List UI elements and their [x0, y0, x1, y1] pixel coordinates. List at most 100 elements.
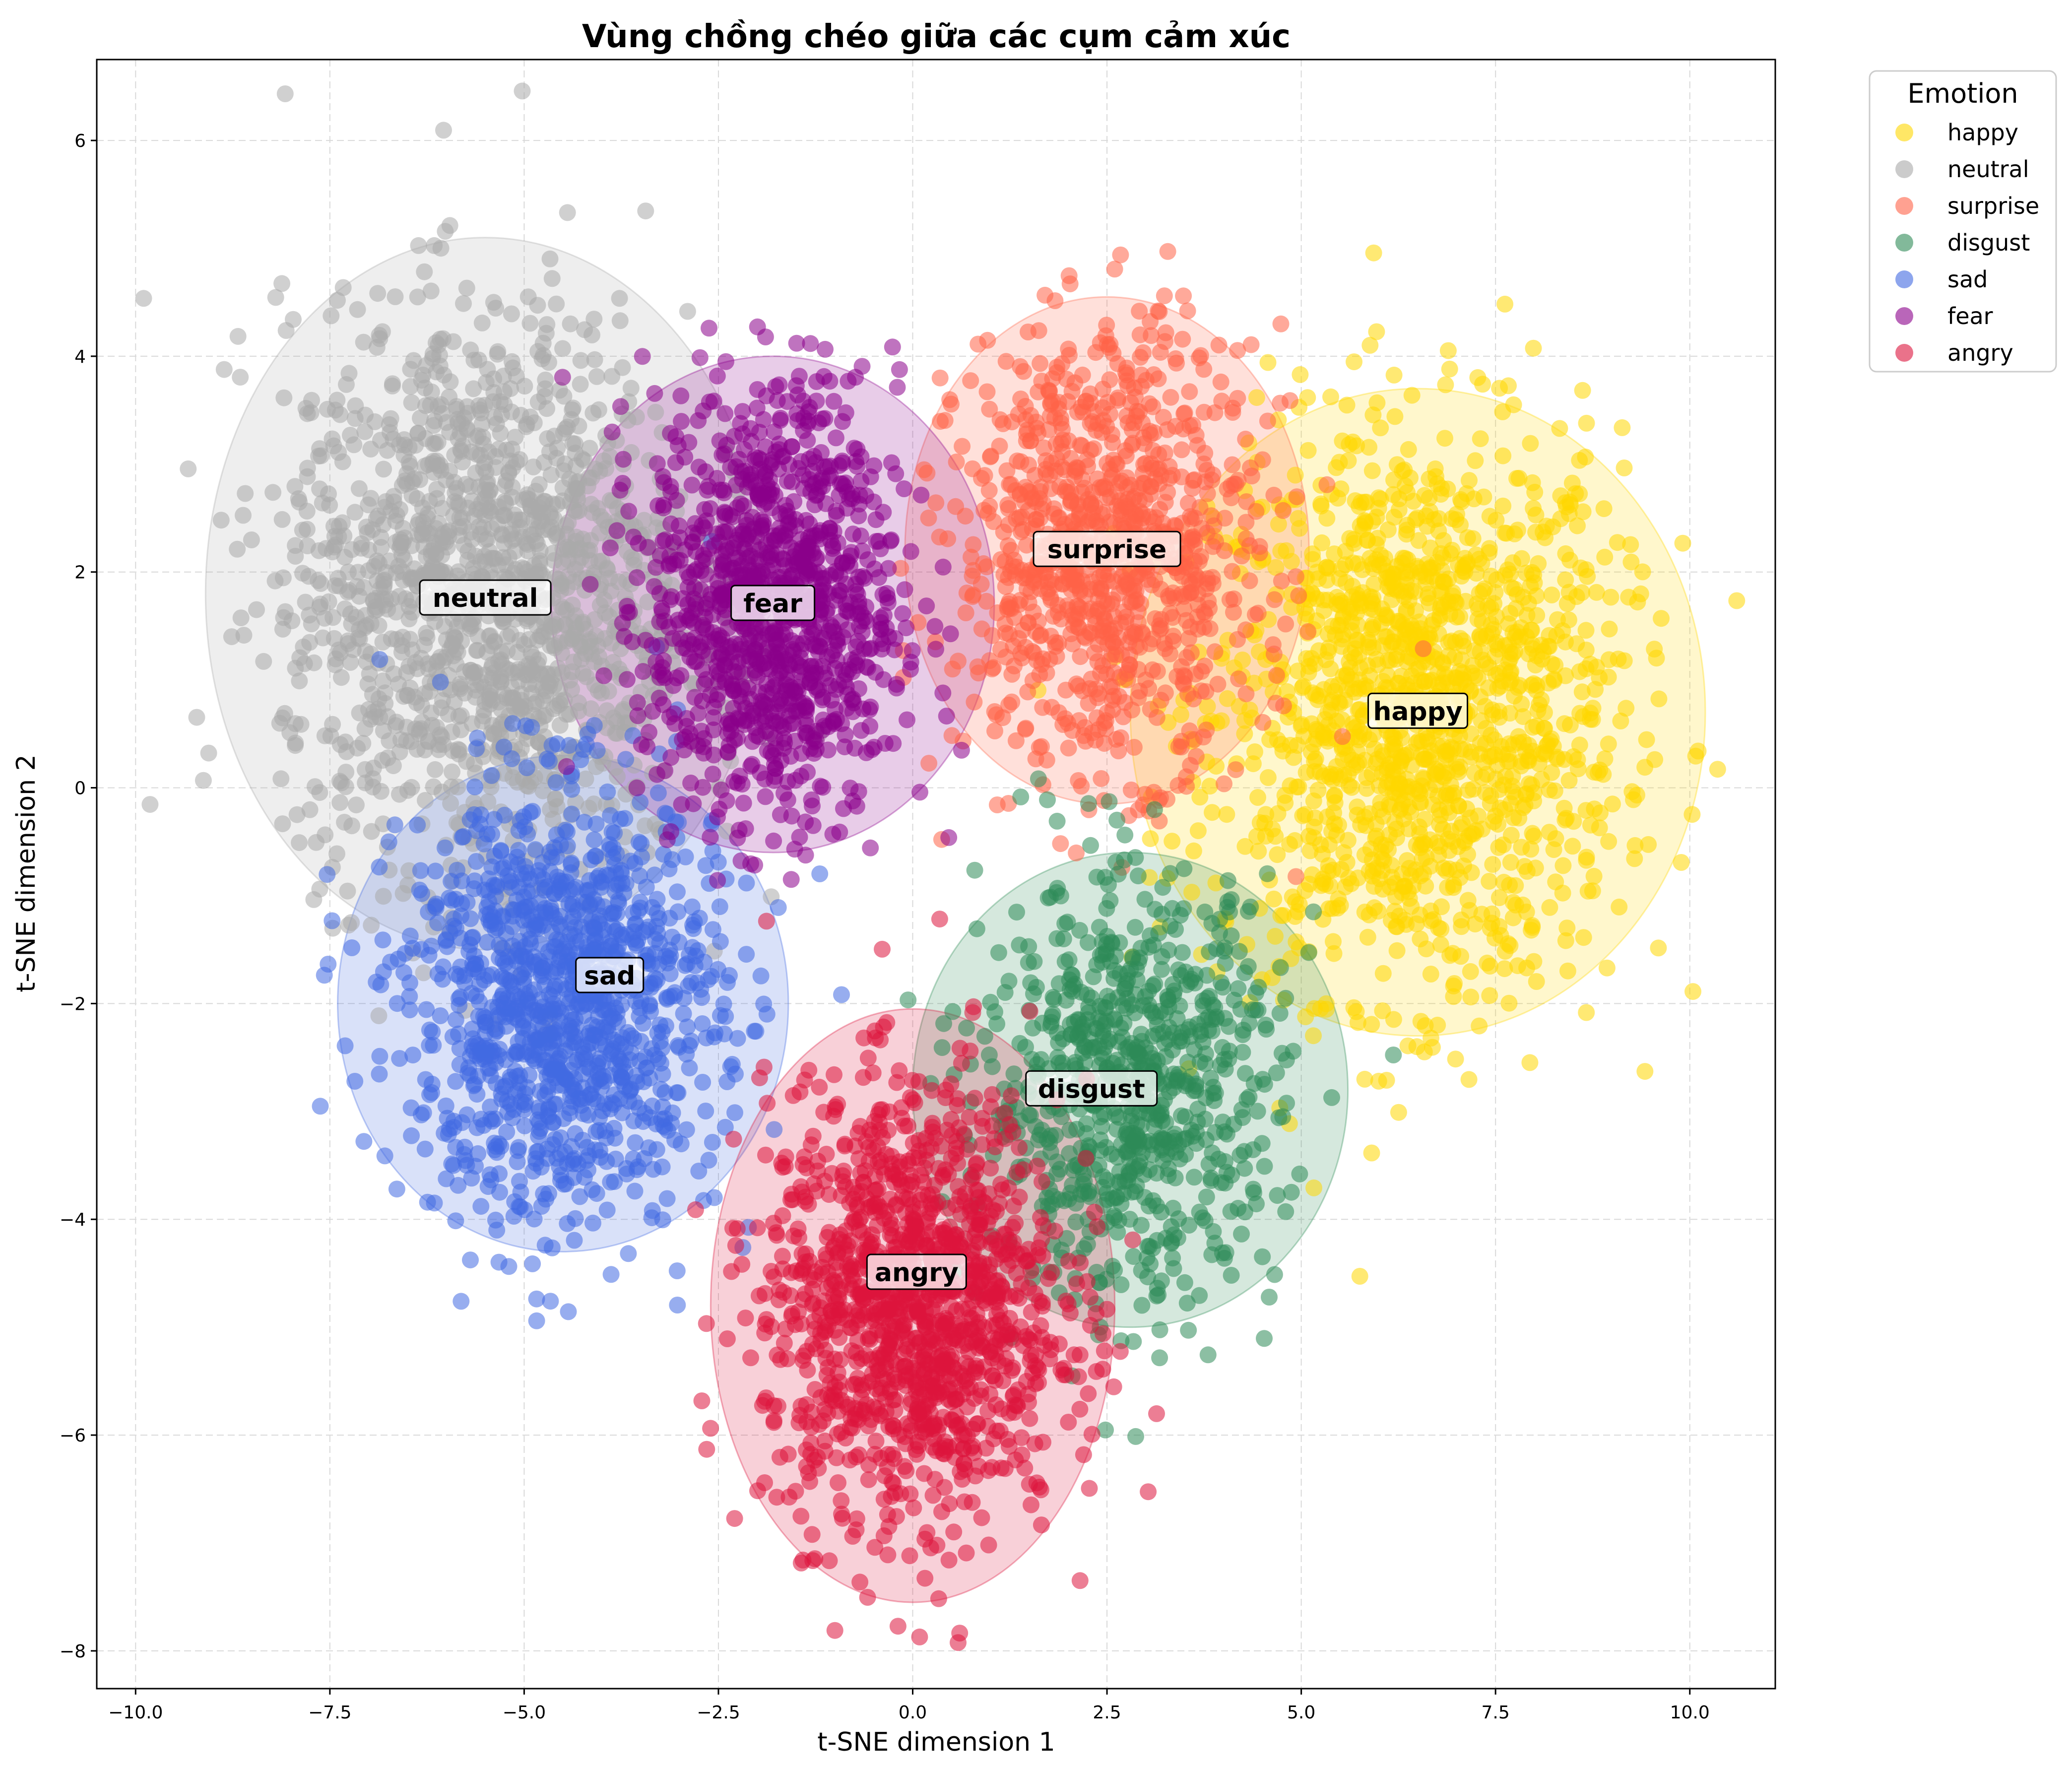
point-neutral: [525, 459, 542, 475]
point-neutral: [455, 536, 473, 554]
point-disgust: [1034, 1014, 1051, 1032]
point-surprise: [1017, 720, 1035, 737]
point-happy: [1575, 708, 1592, 725]
point-surprise: [1213, 393, 1230, 410]
point-disgust: [1194, 997, 1212, 1014]
point-happy: [1385, 486, 1402, 503]
point-disgust: [1149, 1025, 1166, 1043]
point-happy: [1348, 586, 1365, 603]
point-disgust: [1214, 1244, 1231, 1261]
point-happy: [1399, 852, 1416, 869]
point-surprise: [1041, 466, 1058, 484]
point-happy: [1368, 394, 1386, 411]
point-happy: [1490, 703, 1508, 720]
point-surprise: [995, 524, 1012, 541]
point-disgust: [1300, 944, 1317, 961]
point-happy: [1257, 806, 1275, 823]
point-happy: [1277, 794, 1294, 811]
point-disgust: [1323, 1089, 1340, 1106]
point-neutral: [328, 392, 346, 409]
point-disgust: [1176, 1274, 1193, 1291]
point-surprise: [1135, 344, 1152, 361]
point-happy: [1390, 1104, 1407, 1121]
point-surprise: [947, 498, 964, 515]
point-neutral: [366, 558, 383, 575]
point-neutral: [425, 778, 442, 795]
point-disgust: [986, 1003, 1003, 1021]
point-happy: [1522, 435, 1539, 452]
point-surprise: [1266, 591, 1283, 608]
point-surprise: [1209, 675, 1227, 693]
point-neutral: [595, 452, 612, 469]
point-surprise: [1094, 657, 1111, 674]
point-happy: [1561, 717, 1579, 733]
point-surprise: [1415, 640, 1432, 657]
point-neutral: [363, 917, 380, 934]
point-surprise: [1149, 663, 1166, 680]
point-happy: [1577, 642, 1595, 658]
point-happy: [1552, 487, 1569, 505]
point-disgust: [1271, 1005, 1289, 1022]
point-happy: [1412, 930, 1429, 948]
point-happy: [1283, 553, 1300, 570]
point-happy: [1573, 584, 1590, 601]
point-neutral: [471, 401, 488, 418]
point-neutral: [517, 666, 534, 683]
point-surprise: [1267, 695, 1285, 712]
point-happy: [1335, 607, 1352, 625]
point-neutral: [398, 719, 415, 736]
point-surprise: [999, 496, 1017, 514]
point-disgust: [1045, 991, 1063, 1008]
point-neutral: [521, 408, 539, 426]
point-happy: [1500, 377, 1517, 394]
point-happy: [1288, 933, 1305, 950]
point-happy: [1559, 962, 1576, 980]
point-disgust: [1072, 984, 1090, 1001]
point-happy: [1578, 1004, 1595, 1021]
point-happy: [1494, 497, 1512, 515]
point-disgust: [1112, 1276, 1130, 1293]
point-neutral: [465, 351, 483, 369]
point-surprise: [1237, 530, 1255, 547]
point-disgust: [1101, 793, 1118, 810]
point-happy: [1525, 566, 1543, 584]
point-happy: [1236, 725, 1253, 742]
point-happy: [1538, 737, 1555, 754]
point-surprise: [1153, 611, 1170, 628]
point-surprise: [1093, 770, 1110, 787]
point-happy: [1272, 542, 1290, 560]
point-happy: [1356, 680, 1373, 698]
point-surprise: [1118, 469, 1136, 486]
point-neutral: [434, 405, 451, 422]
point-happy: [1543, 587, 1560, 603]
point-happy: [1439, 879, 1456, 896]
point-neutral: [291, 834, 308, 852]
point-surprise: [1162, 389, 1179, 406]
point-happy: [1351, 722, 1368, 740]
point-happy: [1374, 1002, 1391, 1019]
point-happy: [1359, 532, 1376, 549]
point-neutral: [302, 404, 320, 421]
point-happy: [1447, 1050, 1464, 1068]
point-happy: [1585, 867, 1603, 885]
point-surprise: [1136, 474, 1153, 492]
point-happy: [1601, 620, 1618, 638]
point-surprise: [1081, 623, 1098, 641]
point-surprise: [1273, 572, 1290, 590]
point-surprise: [1078, 451, 1096, 468]
point-disgust: [1020, 938, 1037, 955]
point-happy: [1498, 525, 1515, 542]
point-happy: [1322, 660, 1339, 677]
point-disgust: [1074, 1176, 1092, 1193]
point-neutral: [194, 772, 212, 789]
point-disgust: [900, 991, 917, 1009]
point-disgust: [1198, 1188, 1215, 1206]
point-happy: [1467, 916, 1484, 933]
point-neutral: [255, 653, 272, 670]
point-disgust: [1240, 1088, 1258, 1106]
point-neutral: [490, 440, 508, 458]
point-happy: [1569, 517, 1586, 534]
point-happy: [1386, 580, 1404, 597]
point-disgust: [1244, 1141, 1262, 1158]
point-happy: [1418, 849, 1435, 866]
